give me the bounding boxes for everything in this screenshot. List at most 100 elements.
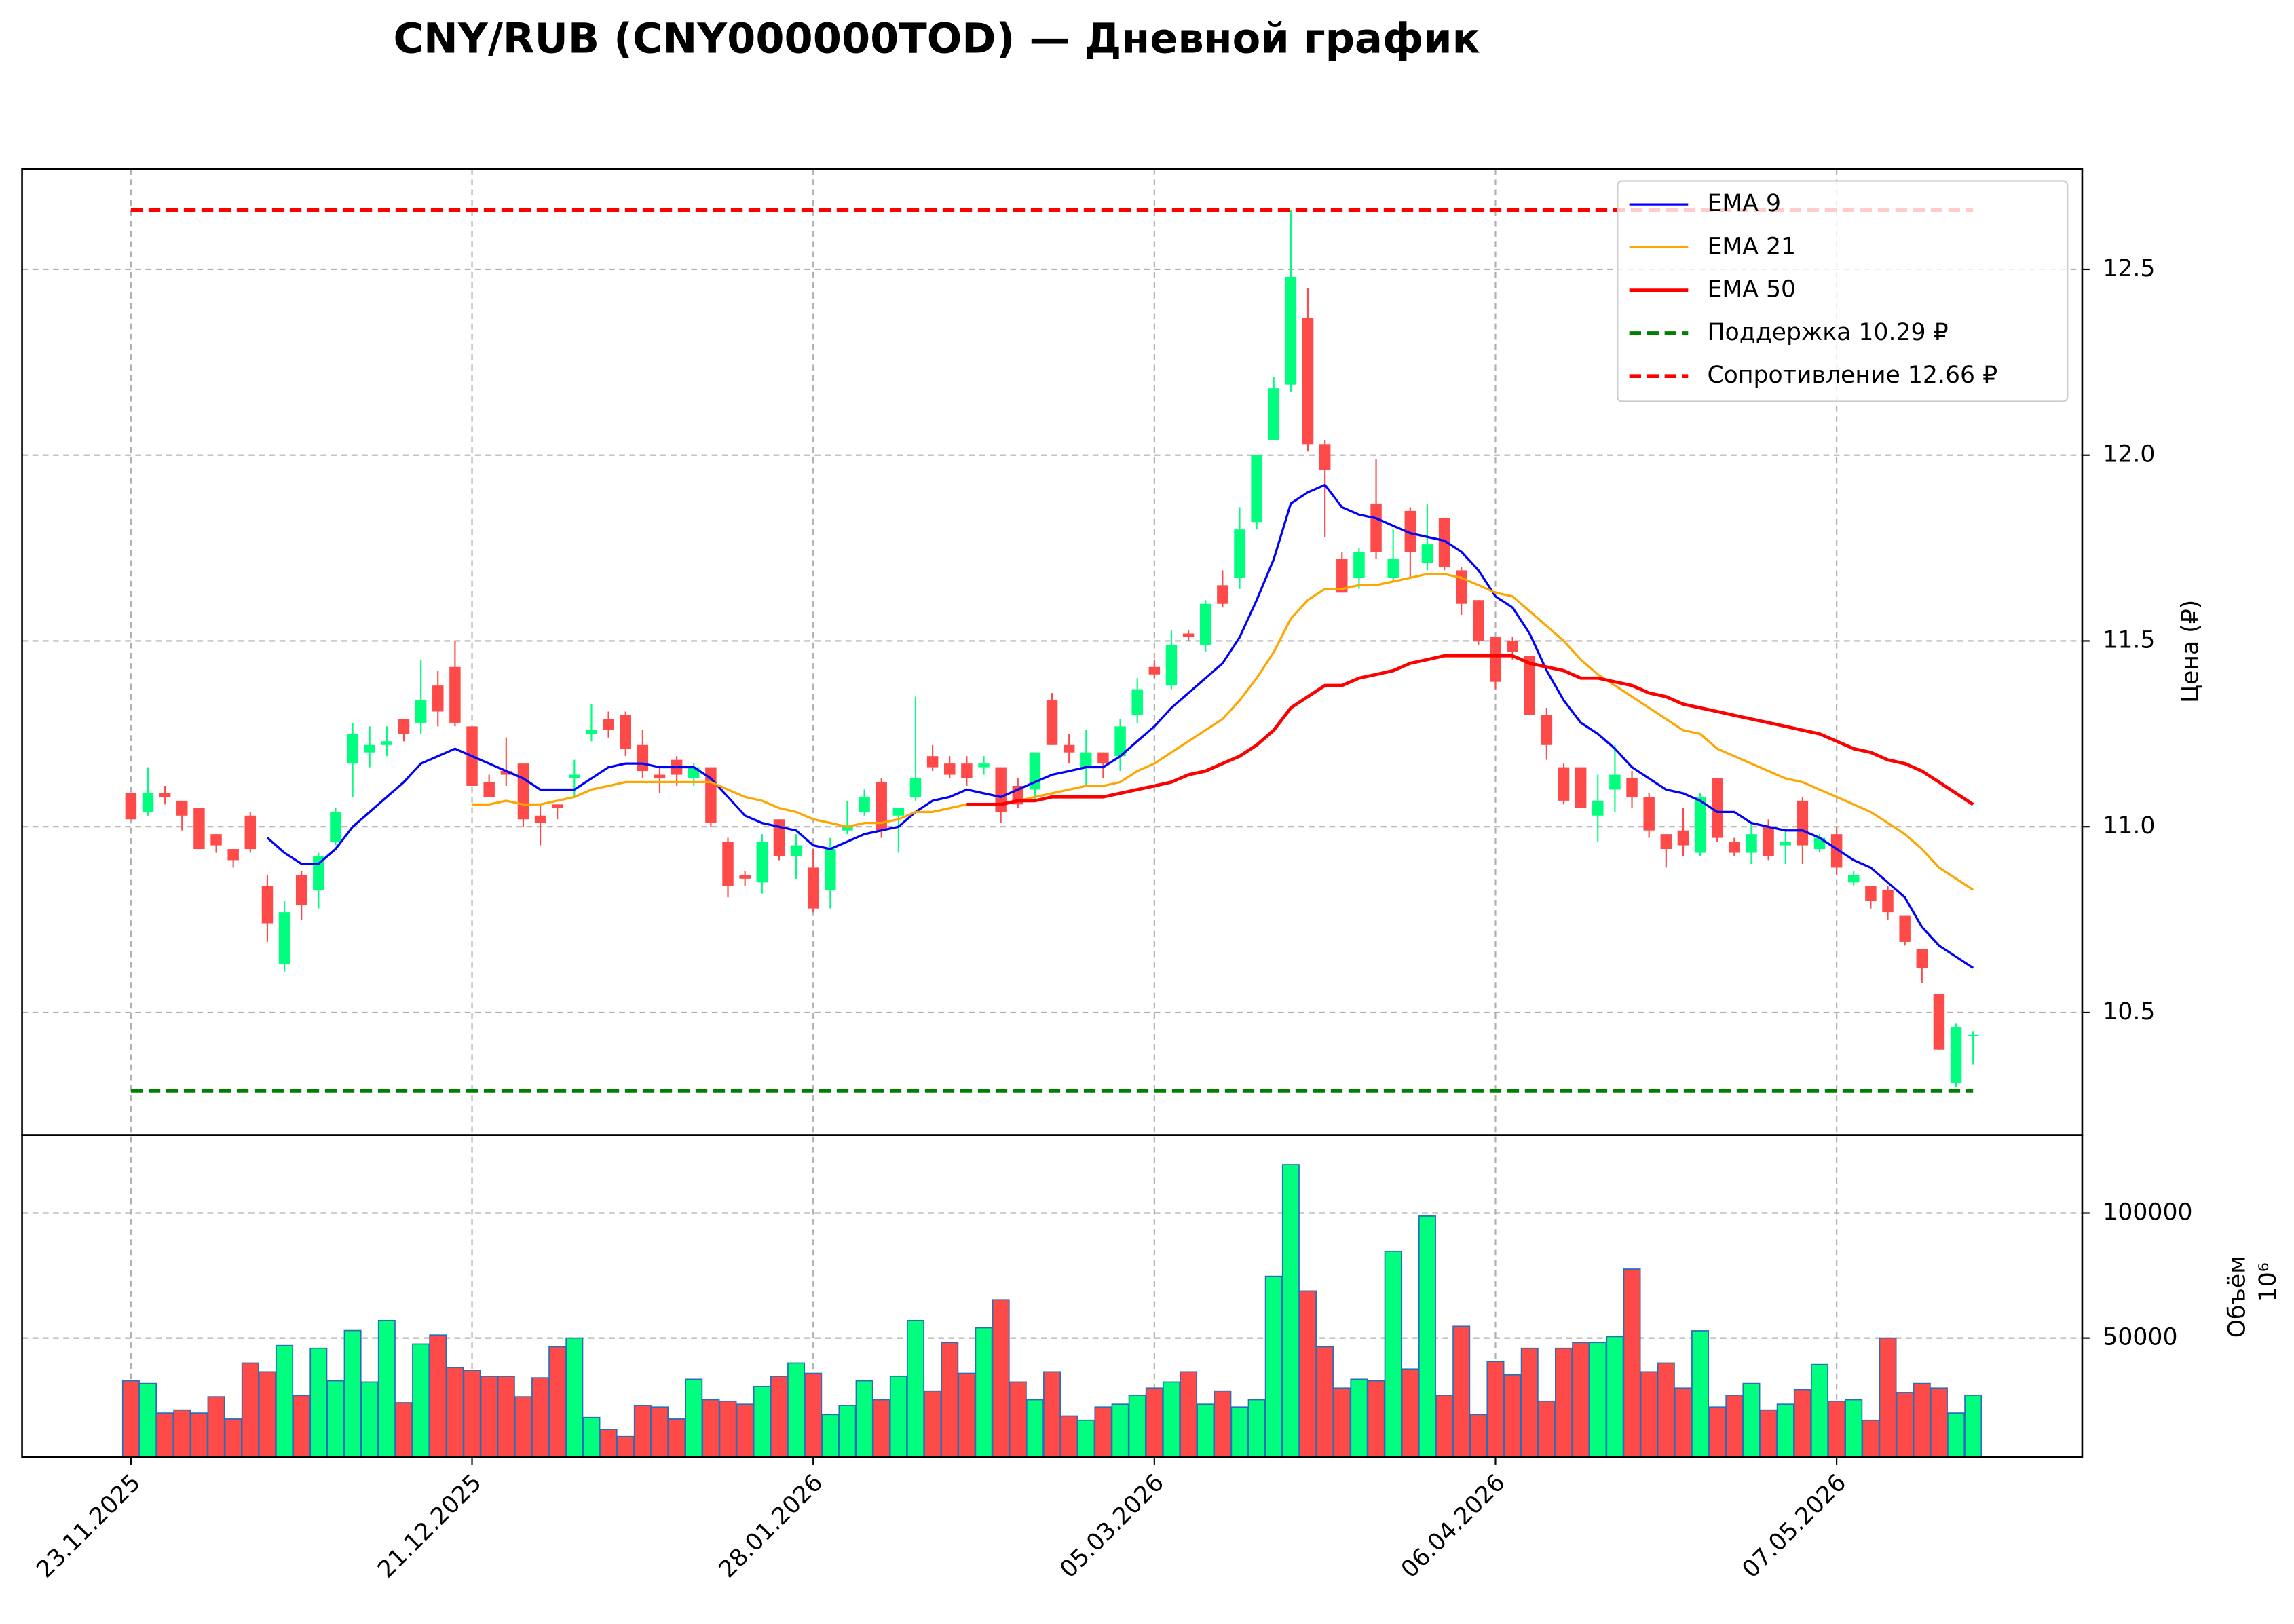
volume-bar [412, 1343, 430, 1458]
volume-bar [548, 1346, 567, 1458]
volume-bar [924, 1390, 942, 1458]
volume-bar [1640, 1371, 1658, 1458]
candle-body [347, 734, 358, 764]
volume-bar [293, 1395, 311, 1458]
volume-bar [1180, 1371, 1198, 1458]
volume-bar [1281, 1164, 1300, 1458]
candle-body [1114, 726, 1126, 757]
candle-body [978, 763, 990, 768]
plot-frame [21, 1134, 2084, 1458]
volume-bar [1452, 1325, 1471, 1458]
volume-bar [1111, 1403, 1129, 1458]
legend-label: Сопротивление 12.66 ₽ [1707, 362, 1997, 389]
x-tick-label: 21.12.2025 [373, 1469, 487, 1584]
volume-bar [156, 1412, 174, 1458]
candle-body [1131, 689, 1143, 715]
candle-body [1780, 842, 1791, 846]
volume-bar [702, 1399, 720, 1458]
ema-line [472, 573, 1974, 891]
candle-body [1694, 797, 1706, 853]
y-tick-label: 12.5 [2103, 255, 2155, 282]
x-tick-label: 23.11.2025 [31, 1469, 146, 1584]
volume-bar [1862, 1419, 1880, 1458]
volume-bar [1708, 1406, 1727, 1458]
volume-bar [395, 1402, 413, 1458]
volume-bar [531, 1377, 550, 1458]
volume-bar [1537, 1400, 1556, 1458]
candle-body [176, 800, 188, 816]
candle-body [295, 875, 307, 905]
volume-bar [514, 1396, 532, 1458]
candle-body [603, 719, 614, 730]
candle-body [1404, 510, 1416, 552]
volume-bar [838, 1405, 857, 1458]
volume-bar [668, 1418, 686, 1458]
candle-body [1097, 752, 1109, 764]
candle-body [227, 849, 239, 861]
candle-body [1950, 1027, 1962, 1083]
volume-bar [1572, 1342, 1590, 1458]
volume-bar [343, 1329, 362, 1458]
volume-bar [1299, 1290, 1317, 1458]
volume-bar [173, 1409, 191, 1458]
volume-bar [1657, 1362, 1675, 1458]
volume-axis-label: Объём [2224, 1256, 2251, 1338]
candle-body [620, 715, 631, 749]
volume-bar [1350, 1378, 1368, 1458]
volume-bar [190, 1412, 208, 1458]
volume-bar [377, 1319, 396, 1458]
volume-bar [736, 1403, 754, 1458]
ema-line [966, 654, 1974, 806]
x-tick-label: 06.04.2026 [1396, 1469, 1511, 1584]
volume-bar [855, 1380, 873, 1458]
y-tick-label: 11.0 [2103, 812, 2155, 839]
candle-body [1455, 570, 1467, 604]
candle-body [1933, 994, 1945, 1050]
candle-body [1609, 774, 1621, 790]
volume-bar [309, 1347, 328, 1458]
volume-bar [821, 1414, 840, 1458]
candle-body [381, 741, 393, 745]
volume-bar [1810, 1363, 1828, 1458]
candle-body [1643, 797, 1655, 831]
legend-label: Поддержка 10.29 ₽ [1707, 319, 1948, 346]
volume-bar [360, 1381, 379, 1458]
volume-bar [1879, 1337, 1897, 1458]
candle-body [1490, 637, 1501, 682]
candle-body [1148, 666, 1161, 675]
candle-body [586, 730, 597, 734]
price-axis-label: Цена (₽) [2177, 600, 2204, 703]
ema-line [266, 483, 1974, 969]
volume-bar [446, 1367, 464, 1458]
candle-body [210, 834, 222, 846]
volume-bar [1214, 1390, 1232, 1458]
volume-bar [685, 1378, 703, 1458]
volume-bar [1486, 1361, 1505, 1458]
volume-bar [650, 1406, 669, 1458]
candle-body [1865, 886, 1877, 901]
candle-body [398, 719, 410, 734]
volume-bar [975, 1327, 993, 1458]
volume-bar [582, 1416, 601, 1458]
candle-body [1370, 503, 1382, 552]
volume-bar [1520, 1347, 1539, 1458]
candle-body [1746, 834, 1757, 853]
volume-bar [1043, 1371, 1061, 1458]
volume-bar [207, 1396, 225, 1458]
volume-bar [258, 1371, 276, 1458]
volume-bar [1418, 1215, 1436, 1458]
candle-body [159, 793, 171, 797]
y-tick-label: 11.5 [2103, 626, 2155, 654]
volume-bar [1930, 1387, 1948, 1458]
candle-body [483, 782, 495, 797]
candle-body [842, 827, 853, 831]
candle-body [1336, 559, 1348, 593]
candle-body [1575, 767, 1587, 808]
candle-body [1251, 455, 1262, 523]
candle-body [1319, 444, 1331, 470]
volume-bar [1230, 1406, 1249, 1458]
volume-bar [1691, 1330, 1710, 1458]
candle-body [193, 808, 205, 850]
candle-body [1268, 388, 1279, 440]
